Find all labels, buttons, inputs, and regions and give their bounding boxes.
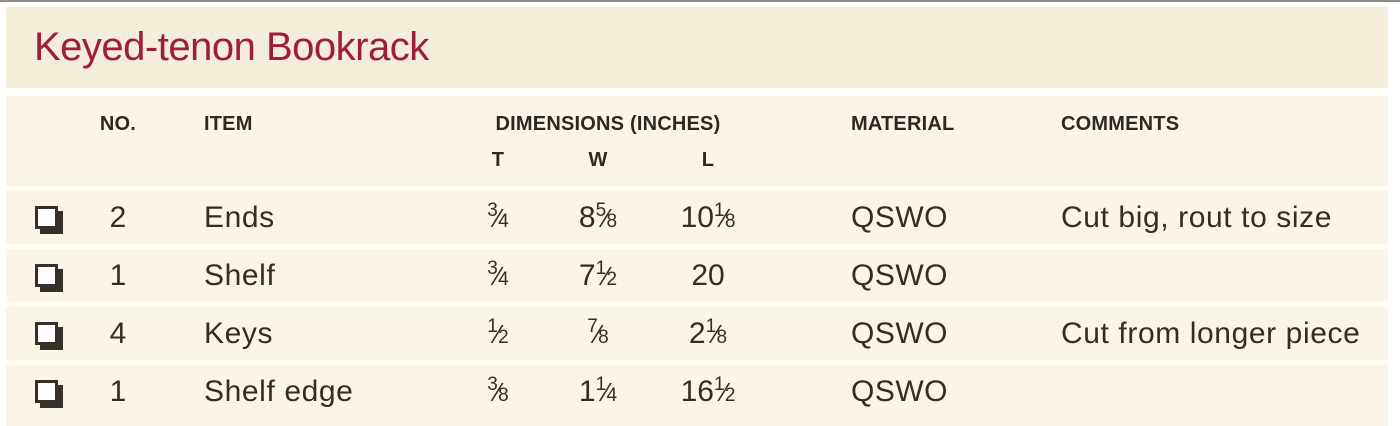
header-material: MATERIAL — [851, 112, 955, 135]
cell-material: QSWO — [851, 316, 948, 350]
header-dimensions: DIMENSIONS (INCHES) — [495, 112, 721, 135]
table-row: 4 Keys 1⁄2 7⁄8 21⁄8 QSWO Cut from longer piece — [6, 302, 1388, 360]
cell-dimension-t: 1⁄2 — [487, 316, 509, 349]
subheader-length: L — [701, 148, 715, 171]
checkbox-icon[interactable] — [35, 206, 58, 229]
cell-material: QSWO — [851, 374, 948, 408]
top-rule — [0, 0, 1400, 2]
cut-list-table: NO. ITEM DIMENSIONS (INCHES) MATERIAL CO… — [6, 96, 1388, 426]
cell-dimension-l: 161⁄2 — [680, 374, 736, 408]
cell-item-name: Shelf — [204, 258, 276, 292]
header-comments: COMMENTS — [1061, 112, 1180, 135]
subheader-thickness: T — [491, 148, 505, 171]
subheader-width: W — [588, 148, 608, 171]
cell-dimension-t: 3⁄8 — [487, 374, 509, 407]
cell-dimension-w: 85⁄8 — [578, 200, 618, 234]
cell-dimension-w: 7⁄8 — [587, 316, 609, 349]
header-spacer — [6, 176, 1388, 186]
header-item: ITEM — [204, 112, 253, 135]
table-body: 2 Ends 3⁄4 85⁄8 101⁄8 QSWO Cut big, rout to si… — [6, 186, 1388, 418]
cell-material: QSWO — [851, 258, 948, 292]
cut-list-panel: Keyed-tenon Bookrack NO. ITEM DIMENSIONS… — [6, 7, 1388, 426]
table-subheader-row: T W L — [6, 144, 1388, 176]
cell-quantity: 2 — [109, 200, 127, 234]
band-gap — [6, 88, 1388, 96]
cell-material: QSWO — [851, 200, 948, 234]
page-title: Keyed-tenon Bookrack — [34, 25, 429, 69]
cell-dimension-l: 21⁄8 — [688, 316, 728, 350]
checkbox-cell — [6, 322, 76, 345]
cell-comments: Cut from longer piece — [1061, 316, 1361, 350]
checkbox-icon[interactable] — [35, 322, 58, 345]
checkbox-icon[interactable] — [35, 380, 58, 403]
table-header-row: NO. ITEM DIMENSIONS (INCHES) MATERIAL CO… — [6, 96, 1388, 144]
cell-comments: Cut big, rout to size — [1061, 200, 1333, 234]
table-row: 2 Ends 3⁄4 85⁄8 101⁄8 QSWO Cut big, rout to si… — [6, 186, 1388, 244]
cell-quantity: 4 — [109, 316, 127, 350]
cell-dimension-t: 3⁄4 — [487, 258, 509, 291]
cell-quantity: 1 — [109, 374, 127, 408]
cell-item-name: Keys — [204, 316, 274, 350]
checkbox-cell — [6, 264, 76, 287]
checkbox-cell — [6, 206, 76, 229]
cell-dimension-l: 20 — [691, 258, 725, 292]
cell-dimension-t: 3⁄4 — [487, 200, 509, 233]
cell-item-name: Ends — [204, 200, 275, 234]
cell-dimension-w: 71⁄2 — [578, 258, 618, 292]
table-row: 1 Shelf edge 3⁄8 11⁄4 161⁄2 QSWO — [6, 360, 1388, 418]
header-no: NO. — [99, 112, 137, 135]
cell-dimension-l: 101⁄8 — [680, 200, 736, 234]
checkbox-icon[interactable] — [35, 264, 58, 287]
title-band: Keyed-tenon Bookrack — [6, 7, 1388, 88]
cell-dimension-w: 11⁄4 — [578, 374, 618, 408]
table-row: 1 Shelf 3⁄4 71⁄2 20 QSWO — [6, 244, 1388, 302]
cell-quantity: 1 — [109, 258, 127, 292]
checkbox-cell — [6, 380, 76, 403]
cell-item-name: Shelf edge — [204, 374, 354, 408]
